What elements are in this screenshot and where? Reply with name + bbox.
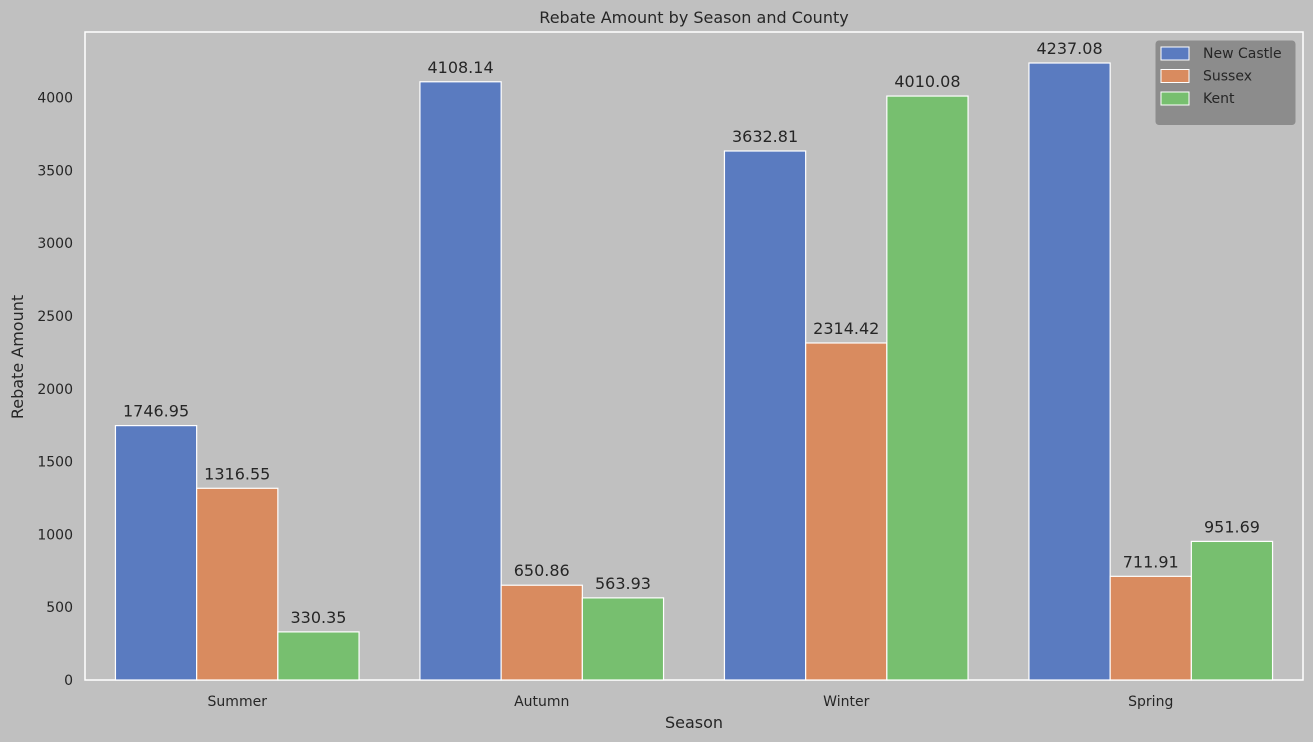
- bar: [419, 81, 502, 681]
- bar-data-label: 4108.14: [427, 58, 493, 77]
- legend-swatch: [1160, 46, 1190, 61]
- bar: [581, 597, 665, 681]
- legend-swatch: [1160, 69, 1190, 83]
- x-axis-label: Season: [665, 713, 723, 732]
- y-tick-label: 500: [46, 600, 73, 616]
- legend-label: Kent: [1203, 91, 1235, 107]
- x-tick-label: Autumn: [514, 694, 569, 710]
- x-tick-label: Summer: [208, 694, 268, 710]
- bar: [1109, 575, 1192, 681]
- y-axis-label: Rebate Amount: [8, 295, 27, 419]
- y-tick-label: 0: [64, 673, 73, 689]
- bar: [886, 95, 969, 681]
- x-tick-label: Winter: [823, 694, 869, 710]
- bar-data-label: 951.69: [1204, 517, 1260, 536]
- bar-data-label: 1316.55: [204, 464, 270, 483]
- y-tick-label: 3500: [37, 163, 73, 179]
- bars: [114, 62, 1274, 681]
- bar-data-label: 4010.08: [894, 72, 960, 91]
- bar-data-label: 330.35: [290, 608, 346, 627]
- y-tick-label: 1500: [37, 455, 73, 471]
- bar-data-label: 2314.42: [813, 319, 879, 338]
- bar: [277, 631, 360, 681]
- bar-data-label: 3632.81: [732, 127, 798, 146]
- legend-swatch: [1160, 91, 1190, 106]
- bar: [723, 150, 807, 681]
- bar-data-labels: 1746.95 1316.55 330.35 4108.14 650.86 563.93 3…: [123, 39, 1260, 627]
- legend-label: Sussex: [1203, 69, 1252, 85]
- bar-data-label: 650.86: [514, 561, 570, 580]
- y-tick-label: 2500: [37, 309, 73, 325]
- legend-label: New Castle: [1203, 46, 1282, 62]
- bar: [1190, 540, 1274, 681]
- bar: [196, 487, 279, 681]
- legend: New Castle Sussex Kent: [1155, 40, 1296, 125]
- y-tick-label: 2000: [37, 382, 73, 398]
- bar: [114, 425, 198, 681]
- y-tick-label: 1000: [37, 527, 73, 543]
- bar: [1028, 62, 1111, 681]
- x-axis-ticks: Summer Autumn Winter Spring: [208, 694, 1174, 710]
- bar-data-label: 4237.08: [1036, 39, 1102, 58]
- y-axis-ticks: 0 500 1000 1500 2000 2500 3000 3500 4000: [37, 91, 73, 689]
- legend-box: [1155, 40, 1296, 125]
- x-tick-label: Spring: [1128, 694, 1173, 710]
- y-tick-label: 4000: [37, 91, 73, 107]
- bar-data-label: 563.93: [595, 574, 651, 593]
- bar-data-label: 711.91: [1123, 552, 1179, 571]
- bar: [805, 342, 888, 681]
- y-tick-label: 3000: [37, 236, 73, 252]
- bar-data-label: 1746.95: [123, 402, 189, 421]
- bar: [500, 584, 583, 681]
- chart-title: Rebate Amount by Season and County: [539, 8, 848, 27]
